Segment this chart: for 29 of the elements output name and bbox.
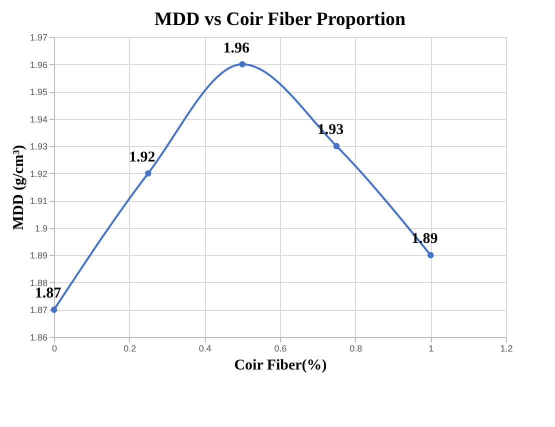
- y-tick-label: 1.87: [30, 305, 48, 316]
- y-tick-label: 1.89: [30, 250, 48, 261]
- y-tick-label: 1.92: [30, 168, 48, 179]
- x-tick-label: 0.4: [198, 344, 212, 354]
- data-label: 1.96: [223, 40, 250, 56]
- y-tick-label: 1.91: [30, 196, 48, 206]
- x-axis-title: Coir Fiber(%): [234, 358, 327, 374]
- y-tick-label: 1.94: [30, 114, 48, 124]
- point: [333, 142, 340, 150]
- x-tick-label: 0.6: [274, 344, 287, 354]
- point: [50, 306, 58, 313]
- y-tick-label: 1.9: [34, 223, 48, 234]
- y-tick-label: 1.95: [30, 87, 48, 98]
- x-tick-label: 0: [52, 344, 58, 354]
- x-tick-label: 0.2: [124, 344, 136, 354]
- y-tick-label: 1.96: [30, 60, 48, 70]
- x-tick-label: 1: [428, 344, 434, 354]
- x-tick-label: 1.2: [500, 344, 513, 354]
- point: [145, 170, 152, 177]
- data-label: 1.92: [129, 149, 156, 166]
- y-tick-label: 1.93: [30, 142, 48, 152]
- y-axis-title: MDD (g/cm³): [10, 145, 27, 230]
- x-tick-label: 0.8: [350, 344, 362, 354]
- y-tick-label: 1.86: [30, 332, 48, 342]
- point: [239, 61, 246, 68]
- point: [428, 252, 434, 258]
- chart-title: MDD vs Coir Fiber Proportion: [154, 9, 406, 30]
- y-tick-label: 1.88: [30, 278, 48, 288]
- y-tick-label: 1.97: [30, 32, 48, 42]
